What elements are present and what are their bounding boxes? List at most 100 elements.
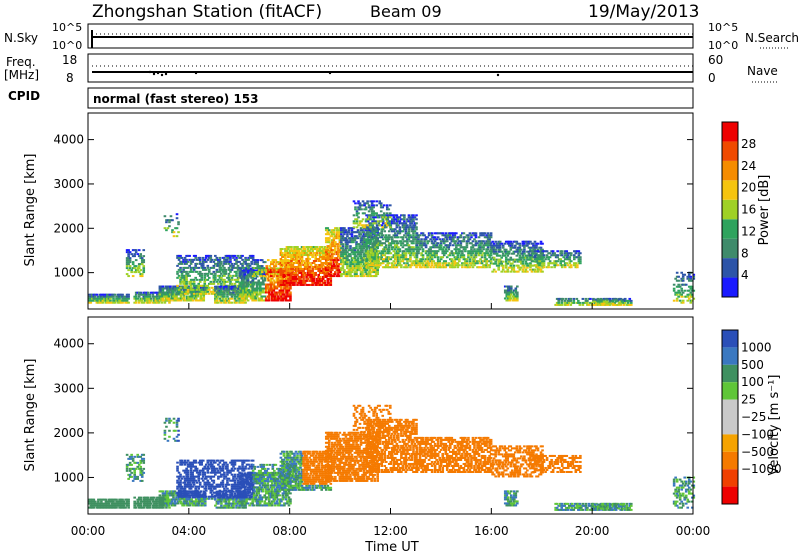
echo-cell	[200, 264, 204, 267]
echo-cell	[326, 273, 330, 276]
echo-cell	[361, 218, 365, 221]
echo-cell	[100, 295, 103, 298]
echo-cell	[530, 264, 534, 267]
echo-cell	[274, 281, 277, 284]
echo-cell	[403, 256, 406, 259]
echo-cell	[373, 269, 376, 272]
echo-cell	[198, 288, 202, 291]
echo-cell	[145, 295, 149, 298]
echo-cell	[553, 262, 556, 265]
echo-cell	[403, 262, 406, 265]
echo-cell	[438, 232, 441, 235]
echo-cell	[380, 244, 384, 247]
echo-cell	[365, 269, 369, 272]
echo-cell	[596, 302, 600, 305]
echo-cell	[232, 293, 235, 296]
echo-cell	[317, 273, 320, 276]
echo-cell	[536, 268, 540, 271]
echo-cell	[258, 293, 262, 296]
echo-cell	[98, 301, 102, 304]
echo-cell	[338, 237, 342, 240]
echo-cell	[252, 287, 256, 290]
echo-cell	[515, 254, 519, 257]
echo-cell	[203, 260, 207, 263]
echo-cell	[616, 299, 619, 302]
echo-cell	[347, 253, 351, 256]
echo-cell	[524, 262, 528, 265]
echo-cell	[193, 297, 196, 300]
echo-cell	[509, 244, 513, 247]
echo-cell	[515, 242, 519, 245]
echo-cell	[127, 259, 130, 262]
echo-cell	[485, 250, 488, 253]
echo-cell	[577, 256, 581, 259]
echo-cell	[366, 250, 370, 253]
echo-cell	[389, 236, 393, 239]
echo-cell	[137, 263, 141, 266]
echo-cell	[218, 291, 222, 294]
echo-cell	[365, 275, 369, 278]
echo-cell	[256, 265, 259, 268]
echo-cell	[254, 263, 258, 266]
echo-cell	[374, 249, 378, 252]
echo-cell	[686, 275, 690, 278]
echo-cell	[179, 295, 183, 298]
echo-cell	[514, 240, 517, 243]
echo-cell	[368, 224, 371, 227]
echo-cell	[500, 256, 504, 259]
echo-cell	[432, 242, 435, 245]
echo-cell	[500, 264, 504, 267]
echo-cell	[507, 244, 511, 247]
echo-cell	[302, 250, 305, 253]
echo-cell	[361, 265, 364, 268]
echo-cell	[201, 292, 205, 295]
echo-cell	[294, 248, 298, 251]
echo-cell	[230, 293, 234, 296]
echo-cell	[257, 279, 260, 282]
echo-cell	[194, 297, 198, 300]
echo-cell	[678, 299, 682, 302]
echo-cell	[355, 273, 358, 276]
echo-cell	[560, 264, 564, 267]
echo-cell	[574, 250, 578, 253]
echo-cell	[421, 244, 425, 247]
echo-cell	[169, 299, 172, 302]
echo-cell	[125, 259, 129, 262]
echo-cell	[131, 275, 135, 278]
echo-cell	[104, 299, 108, 302]
echo-cell	[116, 295, 120, 298]
echo-cell	[305, 265, 308, 268]
echo-cell	[344, 271, 348, 274]
echo-cell	[217, 260, 220, 263]
echo-cell	[94, 299, 97, 302]
echo-cell	[175, 235, 179, 238]
echo-cell	[197, 299, 201, 302]
echo-cell	[547, 266, 550, 269]
echo-cell	[335, 263, 339, 266]
echo-cell	[397, 242, 400, 245]
echo-cell	[317, 277, 320, 280]
echo-cell	[344, 253, 348, 256]
echo-cell	[509, 248, 513, 251]
echo-cell	[547, 256, 550, 259]
echo-cell	[106, 297, 109, 300]
echo-cell	[167, 293, 171, 296]
echo-cell	[352, 200, 356, 203]
echo-cell	[524, 240, 528, 243]
echo-cell	[497, 268, 500, 271]
echo-cell	[346, 251, 349, 254]
echo-cell	[626, 303, 630, 306]
echo-cell	[477, 254, 481, 257]
echo-cell	[480, 266, 484, 269]
echo-cell	[509, 289, 513, 292]
echo-cell	[593, 298, 597, 301]
echo-cell	[282, 256, 286, 259]
echo-cell	[442, 254, 446, 257]
echo-cell	[459, 236, 463, 239]
echo-cell	[509, 297, 513, 300]
echo-cell	[358, 235, 361, 238]
echo-cell	[318, 252, 322, 255]
echo-cell	[574, 266, 578, 269]
echo-cell	[324, 241, 328, 244]
echo-cell	[372, 250, 376, 253]
